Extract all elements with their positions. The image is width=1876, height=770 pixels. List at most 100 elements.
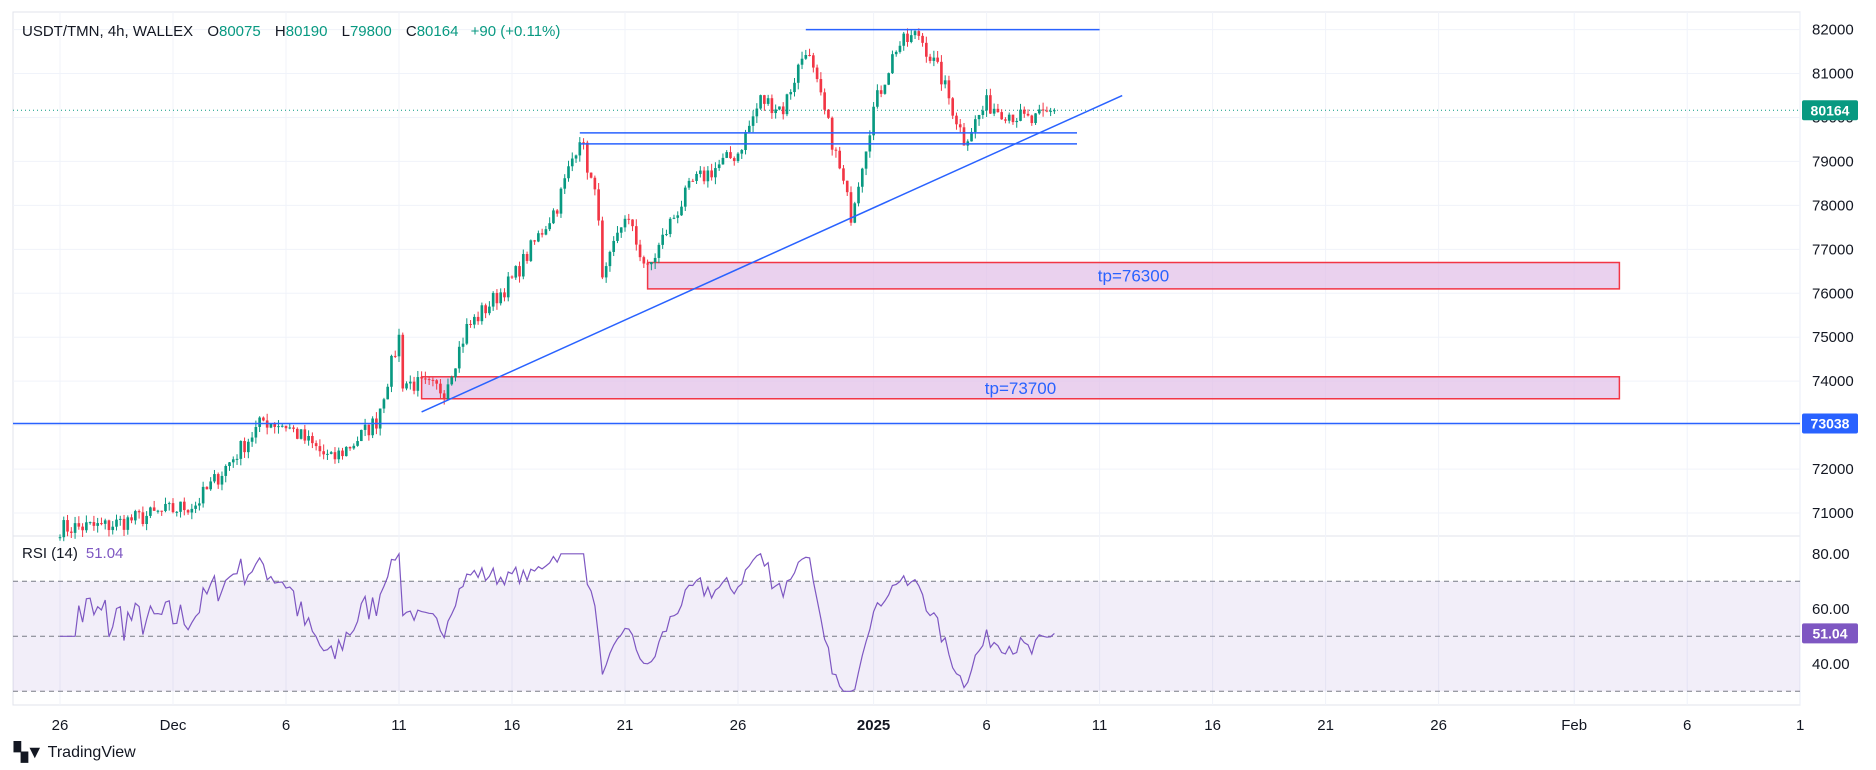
candle-body [940, 61, 943, 85]
candle-body [714, 168, 717, 178]
candle-body [819, 79, 823, 93]
candle-body [646, 263, 649, 265]
target-zone [420, 376, 1621, 400]
candle-body [744, 132, 747, 151]
candle-body [318, 446, 322, 452]
candle-body [416, 377, 420, 391]
candle-body [77, 523, 81, 527]
candle-body [503, 292, 506, 298]
last-price-badge: 80164 [1811, 102, 1850, 118]
rsi-label: RSI (14) [22, 545, 78, 562]
x-tick-label: 21 [617, 717, 634, 734]
candle-body [883, 84, 887, 94]
candle-body [424, 378, 427, 380]
candle-body [100, 523, 103, 525]
candle-body [778, 106, 781, 110]
candle-body [476, 316, 480, 322]
candle-body [303, 429, 307, 441]
candle-body [732, 158, 736, 161]
candle-body [548, 223, 551, 230]
target-zones[interactable]: tp=76300 tp=73700 [420, 261, 1621, 400]
x-tick-label: 21 [1317, 717, 1334, 734]
candle-body [442, 393, 446, 400]
candle-body [160, 510, 164, 512]
candle-body [431, 379, 435, 381]
x-tick-label: 1 [1796, 717, 1804, 734]
candle-body [473, 316, 476, 325]
candle-body [1041, 109, 1045, 111]
candle-body [393, 355, 397, 357]
candle-body [1034, 113, 1037, 124]
drawings[interactable] [13, 28, 1800, 425]
candle-body [668, 218, 672, 235]
candle-body [209, 481, 212, 490]
candle-body [763, 95, 766, 104]
candle-body [439, 383, 442, 394]
candle-body [284, 425, 288, 429]
tradingview-logo-icon: ▚▼ [14, 742, 44, 762]
candle-body [921, 35, 924, 43]
brand[interactable]: ▚▼ TradingView [14, 742, 136, 763]
close-label: C [405, 23, 417, 40]
candle-body [111, 526, 115, 531]
candle-body [314, 443, 318, 447]
candle-body [830, 117, 834, 150]
candle-body [326, 453, 329, 455]
y-tick-label: 77000 [1812, 241, 1854, 258]
candle-body [906, 33, 909, 42]
high-value: 80190 [285, 23, 328, 40]
candle-body [378, 408, 382, 429]
candle-body [386, 386, 390, 400]
candle-body [1053, 110, 1056, 112]
candle-body [567, 166, 570, 179]
rsi-value: 51.04 [85, 545, 124, 562]
close-value: 80164 [416, 23, 459, 40]
candle-body [1004, 119, 1007, 121]
candle-body [247, 441, 250, 453]
candle-body [823, 92, 826, 110]
candle-body [480, 305, 484, 322]
candle-body [510, 276, 514, 278]
candle-body [295, 428, 299, 439]
candle-body [175, 511, 179, 513]
candle-body [488, 306, 491, 314]
rsi-y-tick-label: 80.00 [1812, 546, 1850, 563]
rsi-legend[interactable]: RSI (14) 51.04 [22, 545, 123, 562]
candle-body [710, 170, 713, 178]
symbol-title[interactable]: USDT/TMN, 4h, WALLEX [22, 23, 194, 40]
x-tick-label: 6 [282, 717, 290, 734]
candle-body [860, 168, 864, 187]
candle-body [122, 518, 126, 530]
candle-body [838, 150, 842, 169]
open-label: O [207, 23, 219, 40]
candle-body [661, 234, 664, 245]
candle-body [224, 466, 228, 476]
y-tick-label: 79000 [1812, 153, 1854, 170]
candle-body [495, 292, 499, 304]
candle-body [1007, 114, 1011, 121]
candle-body [341, 450, 344, 457]
candle-body [408, 381, 412, 384]
candle-body [322, 451, 325, 455]
candle-body [958, 124, 962, 128]
y-tick-label: 76000 [1812, 285, 1854, 302]
candle-body [563, 178, 567, 189]
x-tick-label: 26 [730, 717, 747, 734]
key-level-badge-bg [1802, 413, 1858, 434]
candle-body [781, 106, 785, 115]
candle-body [702, 170, 706, 182]
candle-body [1019, 109, 1022, 121]
x-tick-label: 26 [1430, 717, 1447, 734]
candle-body [695, 173, 698, 181]
candle-body [533, 240, 536, 242]
candle-body [401, 334, 405, 389]
y-tick-label: 74000 [1812, 373, 1854, 390]
candle-body [239, 441, 243, 459]
candle-body [292, 427, 295, 429]
candle-body [156, 510, 160, 512]
candle-body [484, 305, 487, 314]
candle-body [499, 292, 503, 304]
candle-body [205, 486, 209, 490]
rsi-panel [13, 551, 1800, 692]
